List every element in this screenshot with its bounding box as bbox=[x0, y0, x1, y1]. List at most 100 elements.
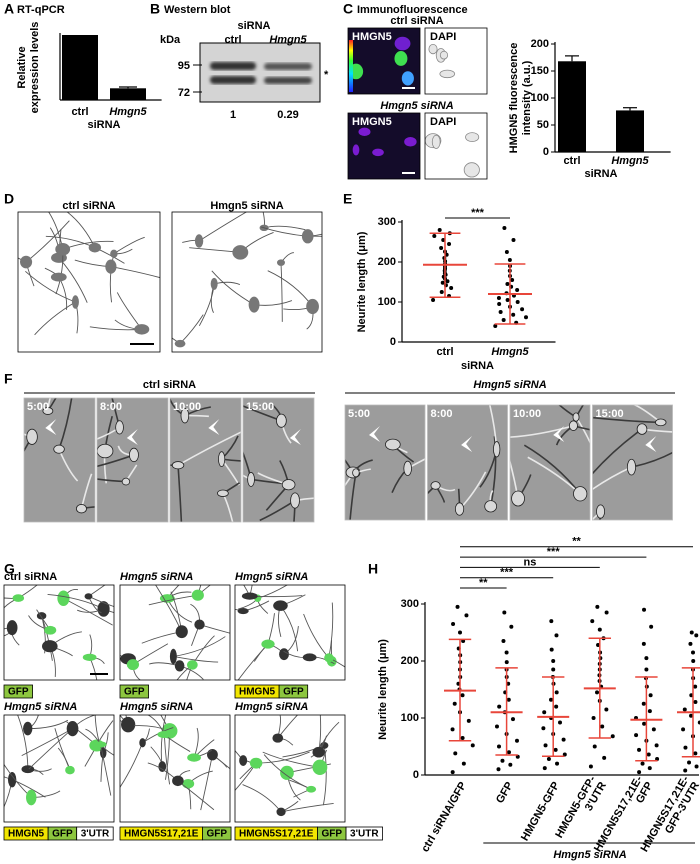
data-point bbox=[501, 318, 506, 322]
data-point bbox=[515, 288, 520, 292]
y-tick-label: 200 bbox=[401, 655, 419, 667]
label: ctrl siRNA bbox=[62, 200, 115, 212]
cell bbox=[232, 245, 249, 260]
data-point bbox=[502, 226, 507, 230]
neurite bbox=[294, 497, 314, 502]
neurite bbox=[100, 744, 112, 796]
neurite bbox=[592, 428, 643, 475]
neurite bbox=[593, 416, 661, 424]
construct-label: HMGN5S17,21E bbox=[124, 829, 199, 840]
data-point bbox=[691, 659, 696, 663]
cell bbox=[121, 477, 131, 486]
neurite bbox=[88, 595, 114, 608]
data-point bbox=[681, 727, 686, 732]
data-point bbox=[510, 717, 515, 722]
cell bbox=[174, 339, 186, 348]
micrograph bbox=[120, 585, 230, 680]
cell bbox=[636, 423, 648, 435]
cell bbox=[20, 255, 33, 269]
image-frame bbox=[592, 404, 673, 521]
panel-letter: C bbox=[343, 1, 353, 17]
cell bbox=[306, 298, 319, 315]
micrograph bbox=[510, 405, 590, 520]
neurite bbox=[198, 212, 248, 242]
bar bbox=[616, 110, 644, 152]
cell bbox=[187, 753, 201, 762]
label: 5:00 bbox=[27, 401, 49, 413]
data-point bbox=[447, 242, 452, 246]
construct-label: GFP bbox=[321, 829, 342, 840]
cell bbox=[186, 660, 198, 670]
micrograph bbox=[348, 113, 420, 179]
image-frame bbox=[509, 404, 591, 521]
data-point bbox=[642, 607, 647, 612]
arrowhead bbox=[369, 426, 380, 442]
y-tick-label: 0 bbox=[390, 336, 396, 348]
construct-part bbox=[278, 684, 309, 699]
micrograph bbox=[592, 405, 673, 520]
panel-letter: F bbox=[4, 371, 13, 387]
panel-letter: A bbox=[4, 1, 14, 17]
data-point bbox=[439, 246, 444, 250]
data-point bbox=[440, 280, 445, 285]
cell bbox=[126, 659, 140, 671]
cell bbox=[352, 468, 360, 478]
neurite bbox=[249, 585, 253, 597]
data-point bbox=[641, 701, 646, 706]
image-frame bbox=[347, 112, 421, 180]
cell bbox=[276, 807, 286, 817]
data-point bbox=[688, 641, 693, 646]
cell bbox=[247, 472, 255, 487]
construct-label: HMGN5S17,21E bbox=[239, 829, 314, 840]
data-point bbox=[683, 768, 688, 773]
y-axis-label: expression levels bbox=[29, 22, 41, 114]
construct-part bbox=[3, 684, 33, 699]
panel-letter: H bbox=[368, 561, 378, 577]
cell bbox=[134, 324, 150, 335]
cell bbox=[454, 502, 465, 516]
cell bbox=[358, 127, 371, 136]
cell bbox=[241, 592, 258, 600]
cell bbox=[568, 420, 578, 431]
label: 0.29 bbox=[277, 109, 298, 121]
data-point bbox=[554, 633, 559, 638]
image-frame bbox=[17, 211, 161, 353]
data-point bbox=[506, 697, 511, 702]
panel-letter: D bbox=[4, 191, 14, 207]
x-tick-label: ctrl siRNA/GFP bbox=[419, 780, 469, 854]
data-point bbox=[504, 250, 509, 254]
cell bbox=[7, 771, 17, 788]
cell bbox=[175, 625, 188, 639]
cell bbox=[394, 51, 408, 66]
cell bbox=[169, 648, 177, 665]
x-tick-label: ctrl bbox=[71, 106, 88, 118]
data-point bbox=[505, 282, 510, 286]
y-tick-label: 0 bbox=[543, 146, 549, 158]
cell bbox=[273, 600, 288, 611]
data-point bbox=[449, 286, 454, 290]
cell bbox=[277, 259, 285, 266]
data-point bbox=[689, 713, 694, 718]
label: 1 bbox=[230, 109, 236, 121]
neurite bbox=[243, 405, 282, 422]
data-point bbox=[693, 684, 698, 689]
data-point bbox=[500, 758, 505, 763]
construct-label: GFP bbox=[52, 829, 73, 840]
cell bbox=[191, 589, 204, 601]
cell bbox=[55, 243, 71, 256]
cell bbox=[207, 748, 218, 761]
image-frame bbox=[171, 211, 323, 353]
cell bbox=[324, 653, 334, 663]
construct-part bbox=[202, 826, 232, 841]
significance-label: *** bbox=[547, 546, 561, 558]
arrowhead bbox=[289, 429, 301, 445]
label: Hmgn5 siRNA bbox=[380, 100, 453, 112]
data-point bbox=[541, 726, 546, 731]
data-point bbox=[558, 720, 563, 725]
image-frame bbox=[427, 404, 508, 521]
cell bbox=[182, 778, 195, 789]
neurite bbox=[173, 636, 226, 657]
x-tick-label: Hmgn5 bbox=[491, 346, 529, 358]
data-point bbox=[637, 747, 642, 752]
